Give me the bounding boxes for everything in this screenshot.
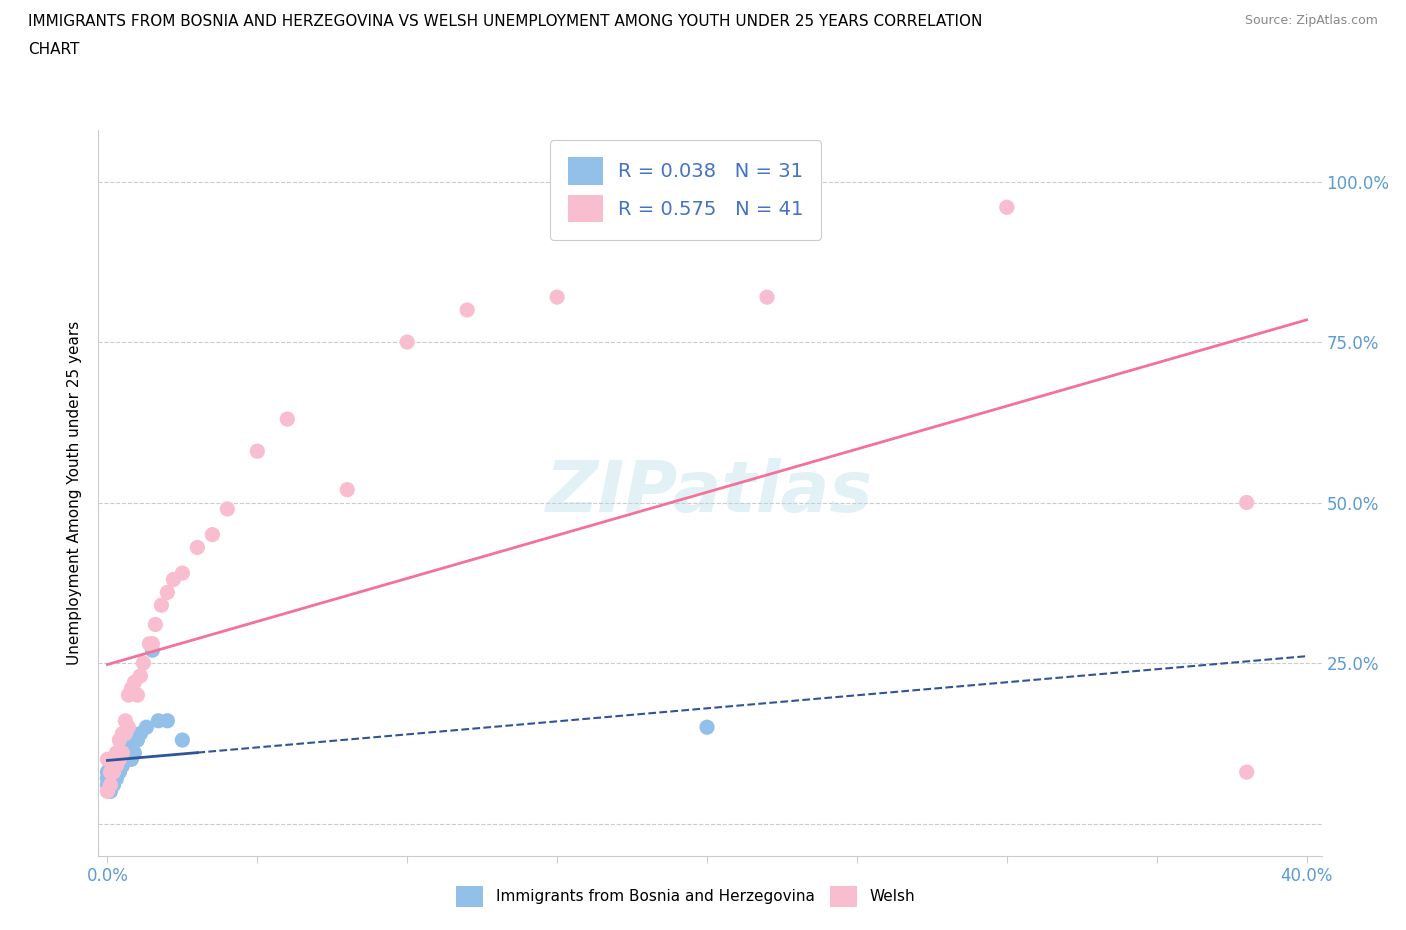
- Point: [96, 751, 118, 766]
- Point: [127, 733, 149, 748]
- Point: [103, 764, 125, 779]
- Point: [117, 720, 139, 735]
- Point: [456, 302, 478, 317]
- Point: [1236, 764, 1258, 779]
- Point: [103, 751, 125, 766]
- Point: [132, 656, 155, 671]
- Point: [111, 751, 134, 766]
- Text: IMMIGRANTS FROM BOSNIA AND HERZEGOVINA VS WELSH UNEMPLOYMENT AMONG YOUTH UNDER 2: IMMIGRANTS FROM BOSNIA AND HERZEGOVINA V…: [28, 14, 983, 29]
- Point: [108, 733, 131, 748]
- Point: [217, 501, 239, 516]
- Point: [1236, 495, 1258, 510]
- Point: [100, 764, 122, 779]
- Point: [276, 412, 298, 427]
- Point: [546, 289, 568, 304]
- Point: [127, 687, 149, 702]
- Point: [105, 746, 128, 761]
- Point: [117, 687, 139, 702]
- Point: [172, 565, 194, 580]
- Point: [108, 751, 131, 766]
- Point: [100, 758, 122, 773]
- Point: [100, 777, 122, 792]
- Point: [129, 669, 152, 684]
- Point: [100, 777, 122, 792]
- Point: [96, 771, 118, 786]
- Point: [103, 751, 125, 766]
- Point: [201, 527, 224, 542]
- Text: ZIPatlas: ZIPatlas: [547, 458, 873, 527]
- Point: [156, 585, 179, 600]
- Point: [111, 758, 134, 773]
- Point: [108, 751, 131, 766]
- Point: [336, 483, 359, 498]
- Point: [156, 713, 179, 728]
- Point: [105, 758, 128, 773]
- Point: [103, 764, 125, 779]
- Point: [114, 713, 136, 728]
- Point: [124, 746, 146, 761]
- Y-axis label: Unemployment Among Youth under 25 years: Unemployment Among Youth under 25 years: [67, 321, 83, 665]
- Point: [100, 784, 122, 799]
- Point: [135, 720, 157, 735]
- Point: [129, 726, 152, 741]
- Point: [105, 758, 128, 773]
- Point: [117, 739, 139, 754]
- Point: [138, 636, 160, 651]
- Point: [105, 764, 128, 779]
- Point: [150, 598, 173, 613]
- Point: [96, 784, 118, 799]
- Point: [120, 751, 142, 766]
- Point: [114, 751, 136, 766]
- Point: [246, 444, 269, 458]
- Text: CHART: CHART: [28, 42, 80, 57]
- Legend: Immigrants from Bosnia and Herzegovina, Welsh: Immigrants from Bosnia and Herzegovina, …: [450, 880, 921, 913]
- Point: [124, 675, 146, 690]
- Point: [995, 200, 1018, 215]
- Point: [696, 720, 718, 735]
- Point: [114, 726, 136, 741]
- Point: [186, 540, 208, 555]
- Text: Source: ZipAtlas.com: Source: ZipAtlas.com: [1244, 14, 1378, 27]
- Point: [96, 764, 118, 779]
- Point: [100, 764, 122, 779]
- Point: [172, 733, 194, 748]
- Point: [141, 643, 163, 658]
- Point: [100, 771, 122, 786]
- Point: [756, 289, 779, 304]
- Point: [120, 682, 142, 697]
- Point: [111, 746, 134, 761]
- Point: [105, 771, 128, 786]
- Point: [141, 636, 163, 651]
- Point: [108, 764, 131, 779]
- Point: [145, 618, 167, 632]
- Point: [96, 777, 118, 792]
- Point: [103, 771, 125, 786]
- Point: [396, 335, 419, 350]
- Point: [148, 713, 170, 728]
- Point: [111, 726, 134, 741]
- Point: [162, 572, 184, 587]
- Point: [103, 777, 125, 792]
